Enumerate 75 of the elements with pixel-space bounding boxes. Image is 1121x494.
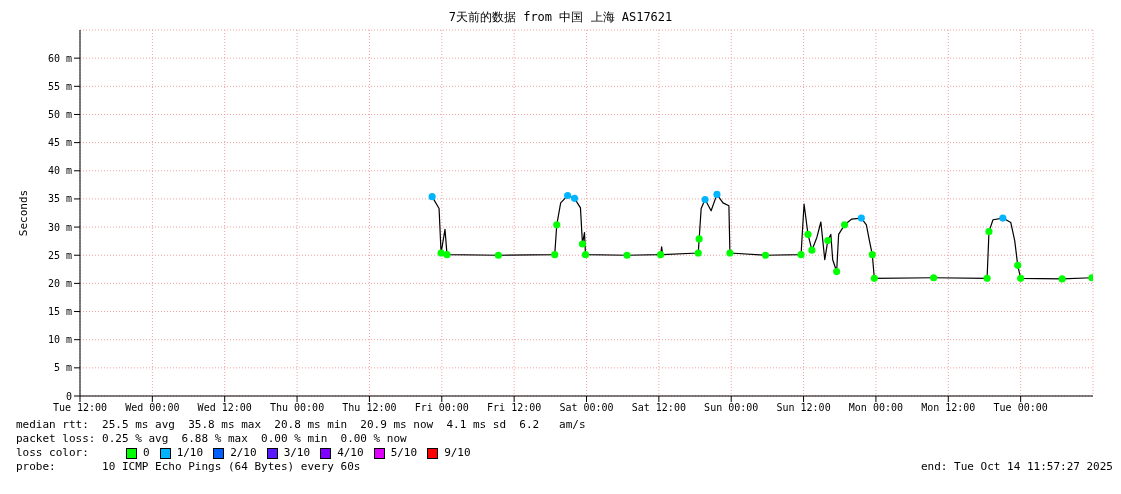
point [701, 195, 709, 204]
point [870, 274, 878, 282]
y-tick-label: 50 m [47, 109, 72, 121]
point [726, 249, 734, 257]
x-tick-label: Wed 12:00 [197, 402, 252, 414]
legend-label: 4/10 [337, 446, 364, 460]
point [551, 251, 559, 259]
legend-label: 1/10 [176, 446, 204, 460]
x-tick-label: Mon 00:00 [848, 402, 904, 414]
point [1017, 274, 1025, 282]
point [833, 268, 841, 276]
y-tick-label: 30 m [47, 221, 72, 233]
y-tick-label: 0 [65, 390, 72, 402]
point [824, 237, 832, 245]
legend-label: 9/10 [444, 446, 471, 460]
point [581, 251, 590, 259]
text: packet loss: 0.25 % avg 6.88 % max 0.00 % min 0.00 % now [16, 432, 408, 446]
x-tick-label: Tue 00:00 [993, 402, 1048, 414]
point [857, 214, 865, 222]
legend-label: 5/10 [390, 446, 418, 460]
legend-title: loss color: [16, 446, 90, 460]
y-tick-label: 40 m [47, 165, 72, 177]
point [797, 251, 805, 259]
point [1058, 275, 1066, 283]
point [808, 246, 816, 254]
point [999, 214, 1007, 222]
point [841, 221, 849, 229]
x-tick-label: Thu 00:00 [269, 402, 325, 414]
point [494, 251, 502, 259]
legend-label: 2/10 [230, 446, 257, 460]
x-tick-label: Sun 12:00 [776, 402, 831, 414]
point [694, 249, 702, 257]
x-tick-label: Fri 12:00 [487, 402, 542, 414]
point [804, 230, 812, 238]
y-tick-label: 15 m [47, 306, 72, 318]
x-tick-label: Mon 12:00 [921, 402, 976, 414]
text: probe: 10 ICMP Echo Pings (64 Bytes) every 60s [16, 460, 361, 474]
y-tick-label: 10 m [47, 334, 72, 346]
x-tick-label: Tue 12:00 [52, 402, 108, 414]
point [695, 235, 703, 243]
point [443, 251, 451, 259]
legend-label: 0 [143, 446, 150, 460]
y-tick-label: 25 m [47, 249, 72, 261]
point [713, 190, 721, 198]
x-tick-label: Thu 12:00 [342, 402, 397, 414]
y-tick-label: 5 m [53, 362, 72, 374]
y-tick-label: 20 m [47, 277, 72, 289]
point [564, 191, 572, 200]
text: end: Tue Oct 14 11:57:27 2025 [920, 460, 1113, 474]
point [428, 193, 436, 201]
y-tick-label: 60 m [47, 52, 72, 64]
point [1014, 261, 1022, 269]
y-tick-label: 35 m [47, 193, 72, 205]
x-tick-label: Sun 00:00 [704, 402, 759, 414]
text: median rtt: 25.5 ms avg 35.8 ms max 20.8 ms min 20.9 ms now 4.1 ms sd 6.2 am/s [16, 418, 587, 432]
point [657, 251, 665, 259]
point [983, 274, 991, 282]
point [437, 249, 445, 257]
point [578, 240, 587, 248]
point [868, 251, 876, 259]
chart-title: 7天前的数据 from 中国 上海 AS17621 [447, 9, 674, 26]
y-axis-title: Seconds [16, 189, 30, 237]
x-tick-label: Sat 12:00 [631, 402, 686, 414]
point [570, 194, 579, 202]
y-tick-label: 45 m [47, 137, 72, 149]
point [553, 221, 561, 229]
x-tick-label: Fri 00:00 [414, 402, 469, 414]
point [930, 274, 938, 282]
legend-label: 3/10 [283, 446, 311, 460]
y-tick-label: 55 m [47, 80, 72, 92]
point [623, 251, 631, 259]
x-tick-label: Sat 00:00 [559, 402, 614, 414]
point [985, 228, 993, 236]
x-tick-label: Wed 00:00 [125, 402, 180, 414]
point [761, 251, 770, 259]
